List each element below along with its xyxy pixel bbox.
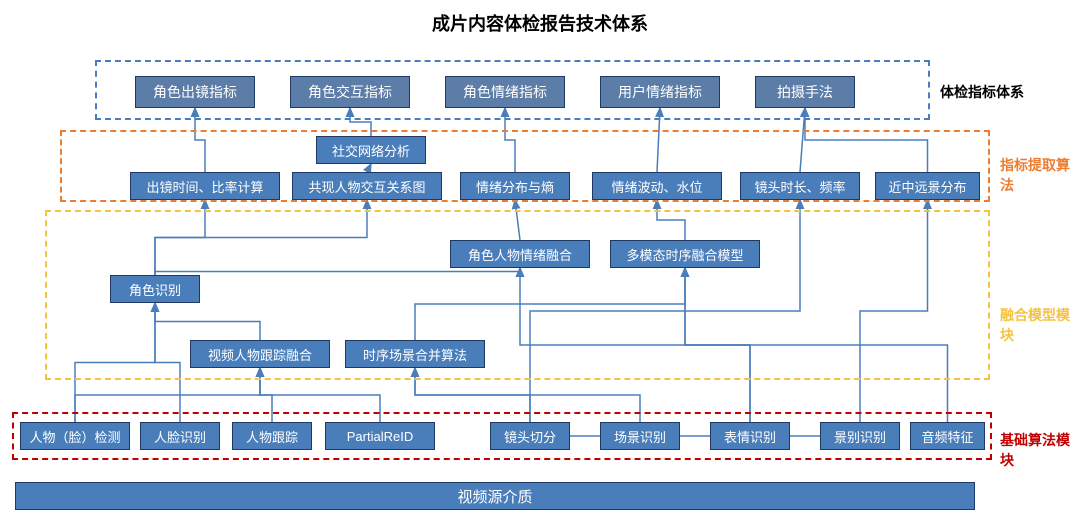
- node-t2: 角色交互指标: [290, 76, 410, 108]
- node-b1: 人物（脸）检测: [20, 422, 130, 450]
- node-t3: 角色情绪指标: [445, 76, 565, 108]
- node-b6: 场景识别: [600, 422, 680, 450]
- diagram-title: 成片内容体检报告技术体系: [0, 10, 1080, 36]
- node-g2: 时序场景合并算法: [345, 340, 485, 368]
- node-b9: 音频特征: [910, 422, 985, 450]
- node-b7: 表情识别: [710, 422, 790, 450]
- node-t5: 拍摄手法: [755, 76, 855, 108]
- node-t4: 用户情绪指标: [600, 76, 720, 108]
- node-r1: 角色识别: [110, 275, 200, 303]
- node-b8: 景别识别: [820, 422, 900, 450]
- node-m_social: 社交网络分析: [316, 136, 426, 164]
- node-b3: 人物跟踪: [232, 422, 312, 450]
- side-label-sl2: 指标提取算法: [1000, 155, 1080, 195]
- node-t1: 角色出镜指标: [135, 76, 255, 108]
- side-label-sl1: 体检指标体系: [940, 82, 1024, 102]
- node-g1: 视频人物跟踪融合: [190, 340, 330, 368]
- node-f2: 多模态时序融合模型: [610, 240, 760, 268]
- node-m3: 情绪分布与熵: [460, 172, 570, 200]
- node-b4: PartialReID: [325, 422, 435, 450]
- node-b2: 人脸识别: [140, 422, 220, 450]
- node-b5: 镜头切分: [490, 422, 570, 450]
- node-m6: 近中远景分布: [875, 172, 980, 200]
- side-label-sl3: 融合模型模块: [1000, 305, 1080, 345]
- node-m5: 镜头时长、频率: [740, 172, 860, 200]
- node-m4: 情绪波动、水位: [592, 172, 722, 200]
- node-m2: 共现人物交互关系图: [292, 172, 442, 200]
- node-base: 视频源介质: [15, 482, 975, 510]
- node-f1: 角色人物情绪融合: [450, 240, 590, 268]
- side-label-sl4: 基础算法模块: [1000, 430, 1080, 470]
- node-m1: 出镜时间、比率计算: [130, 172, 280, 200]
